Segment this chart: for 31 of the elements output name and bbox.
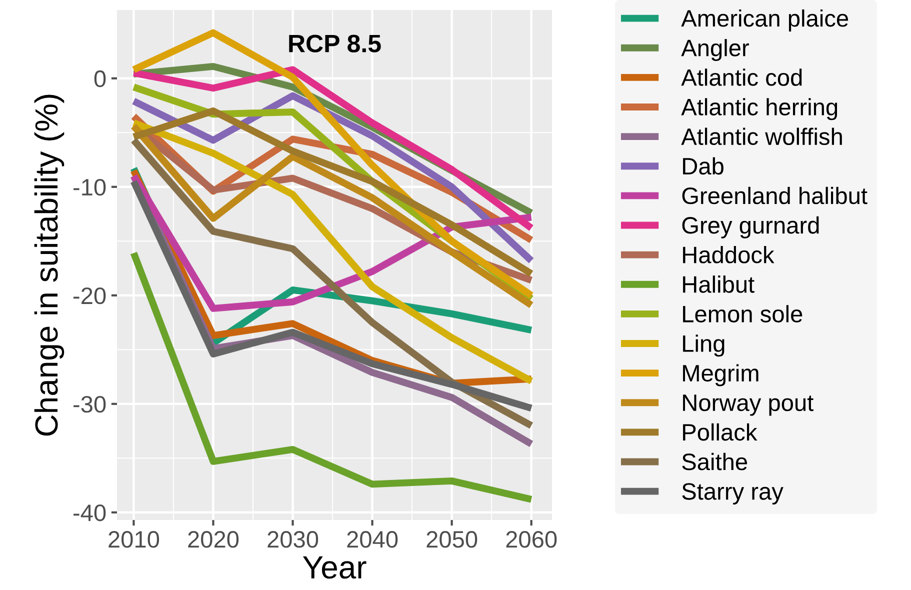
legend-label: Starry ray (682, 483, 784, 505)
legend-label: Lemon sole (683, 305, 802, 322)
legend-label: Ling (683, 334, 724, 357)
legend-label: Saithe (682, 452, 748, 470)
legend-label: American plaice (681, 9, 848, 32)
legend-label: Atlantic wolffish (681, 128, 842, 146)
legend-label: Megrim (683, 364, 758, 386)
y-tick-label: -10 (74, 178, 106, 196)
text: RCP 8.5 (289, 34, 381, 52)
x-tick-label: 2010 (108, 531, 160, 548)
legend-label: Greenland halibut (682, 186, 868, 204)
legend-label: Norway pout (683, 394, 814, 416)
x-tick-label: 2040 (347, 531, 398, 548)
x-axis-title: Year (302, 556, 366, 579)
y-tick-label: -40 (74, 504, 106, 522)
legend-label: Pollack (683, 423, 758, 441)
y-axis-title: Change in suitability (%) (34, 94, 64, 436)
y-tick-label: -20 (74, 287, 106, 304)
legend-label: Grey gurnard (682, 216, 819, 238)
legend-label: Haddock (683, 246, 774, 264)
legend-label: Atlantic herring (681, 98, 838, 120)
y-tick-label: 0 (94, 70, 106, 88)
x-tick-label: 2050 (426, 531, 478, 548)
x-tick-label: 2020 (188, 531, 239, 548)
x-tick-label: 2030 (268, 531, 318, 548)
legend-label: Atlantic cod (681, 68, 802, 86)
legend-label: Angler (681, 39, 749, 62)
legend-label: Dab (683, 157, 724, 175)
legend-label: Halibut (683, 276, 754, 293)
y-tick-label: -30 (74, 396, 106, 413)
x-tick-label: 2060 (506, 531, 557, 548)
